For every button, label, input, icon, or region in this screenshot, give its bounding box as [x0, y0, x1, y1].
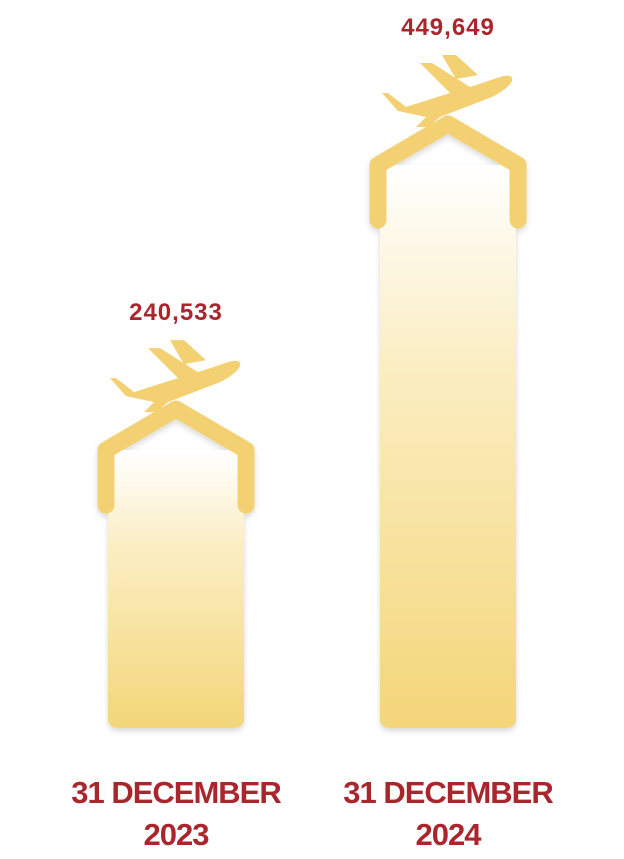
bar-body: [108, 450, 244, 728]
category-label: 31 DECEMBER 2023: [71, 775, 281, 852]
bar-body: [380, 165, 516, 728]
bar: [97, 400, 255, 728]
plane-icon: [382, 63, 513, 127]
bar: [369, 115, 527, 728]
plane-wing: [170, 340, 206, 365]
plane-icon: [110, 348, 241, 413]
value-label: 240,533: [129, 299, 223, 326]
bar-roof: [97, 400, 255, 514]
bar-roof: [369, 115, 527, 229]
category-label: 31 DECEMBER 2024: [343, 775, 553, 852]
plane-wing: [442, 55, 478, 79]
value-label: 449,649: [401, 14, 495, 41]
